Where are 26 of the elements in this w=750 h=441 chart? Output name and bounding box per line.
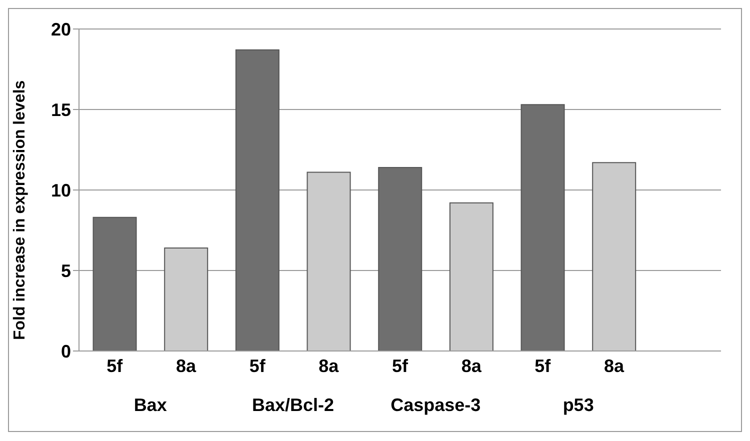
bar: [306, 172, 351, 351]
text: Caspase-3: [390, 395, 482, 416]
y-tick-label: 10: [50, 180, 71, 200]
text: p53: [562, 395, 595, 416]
y-tick-label: 15: [50, 100, 71, 120]
y-tick-label: 20: [50, 19, 71, 40]
x-tick-label: 5f: [106, 356, 124, 376]
bar: [449, 202, 494, 351]
x-tick-label: 5f: [534, 356, 552, 376]
bar: [164, 247, 208, 351]
y-tick-label: 0: [60, 341, 71, 362]
x-tick-label: 8a: [604, 356, 625, 376]
bar: [235, 49, 280, 351]
y-tick-label: 5: [60, 260, 71, 281]
x-tick-label: 8a: [176, 356, 197, 376]
bar: [520, 104, 565, 351]
y-axis-title: Fold increase in expression levels: [12, 80, 29, 340]
bar: [92, 216, 137, 351]
x-tick-label: 5f: [249, 356, 266, 376]
bar: [378, 166, 422, 351]
text: Bax/Bcl-2: [250, 395, 335, 416]
text: Bax: [132, 395, 168, 416]
x-tick-label: 8a: [461, 356, 482, 376]
x-tick-label: 8a: [318, 356, 340, 376]
bar: [592, 162, 636, 351]
x-tick-label: 5f: [392, 356, 410, 376]
